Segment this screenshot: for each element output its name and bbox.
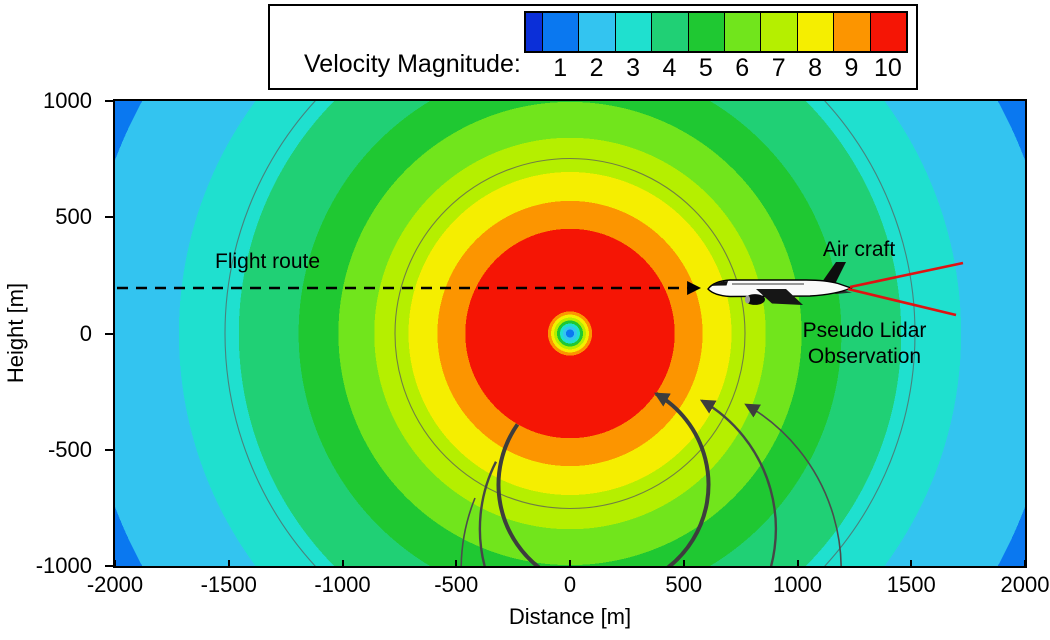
x-tick-label: -500 xyxy=(434,572,479,597)
colorbar-cell xyxy=(833,13,870,51)
colorbar-tick-label: 10 xyxy=(873,54,902,82)
colorbar-cell xyxy=(614,13,652,51)
colorbar-cell xyxy=(578,13,615,51)
circulation-arrow-arc xyxy=(478,399,778,566)
y-tick-label: 500 xyxy=(55,204,92,230)
x-tick-label: 1000 xyxy=(773,572,822,597)
y-tick-label: 1000 xyxy=(43,88,92,113)
colorbar-cell xyxy=(687,13,725,51)
colorbar-tick-label: 5 xyxy=(698,54,713,82)
circulation-arrow-arc xyxy=(496,391,711,566)
y-axis-tick-labels: 1000 500 0 -500 -1000 xyxy=(0,88,100,578)
colorbar-tick-label: 9 xyxy=(844,54,859,82)
x-tick-label: 1500 xyxy=(886,572,936,597)
plot-overlay xyxy=(117,101,964,566)
pseudo-lidar-label-line1: Pseudo Lidar xyxy=(802,319,927,342)
contour-circle xyxy=(394,157,746,510)
velocity-field xyxy=(115,101,1025,566)
x-tick-label: 500 xyxy=(665,572,703,597)
y-tick-label: -1000 xyxy=(35,553,92,578)
circulation-arrow-arc xyxy=(460,403,842,566)
lidar-beam xyxy=(847,287,957,317)
colorbar-cell xyxy=(869,13,907,51)
colorbar-tick-label: 7 xyxy=(771,54,786,82)
colorbar-tick-label: 6 xyxy=(735,54,750,82)
x-tick-label: -2000 xyxy=(86,572,144,597)
aircraft-tail-fin xyxy=(822,262,846,284)
colorbar-legend: Velocity Magnitude: 1 2 3 4 5 6 7 8 9 10 xyxy=(268,4,918,90)
colorbar-tick-label: 2 xyxy=(589,54,604,82)
lidar-beam xyxy=(849,261,964,289)
y-tick-label: -500 xyxy=(47,436,92,462)
x-axis-ticks xyxy=(114,560,1026,568)
x-tick-label: 0 xyxy=(563,572,577,597)
colorbar-cell xyxy=(651,13,688,51)
colorbar-cell xyxy=(526,13,542,51)
colorbar-tick-labels: 1 2 3 4 5 6 7 8 9 10 xyxy=(542,54,906,83)
x-tick-label: -1000 xyxy=(314,572,371,597)
flight-route-label: Flight route xyxy=(215,250,321,273)
colorbar-tick-label: 1 xyxy=(553,54,568,82)
pseudo-lidar-label: Pseudo Lidar Observation xyxy=(767,318,962,370)
colorbar-tick-label: 3 xyxy=(626,54,640,82)
pseudo-lidar-label-line2: Observation xyxy=(807,345,922,368)
aircraft-engine-intake xyxy=(744,295,751,304)
x-tick-label: 2000 xyxy=(1000,572,1050,597)
aircraft-cockpit xyxy=(711,281,728,286)
colorbar-tick-label: 8 xyxy=(808,54,822,82)
contour-circle xyxy=(224,101,916,566)
x-axis-tick-labels: -2000 -1500 -1000 -500 0 500 1000 1500 2… xyxy=(87,572,1050,598)
colorbar-cell xyxy=(542,13,579,51)
colorbar-label: Velocity Magnitude: xyxy=(304,50,521,78)
plot-area: Flight route Air craft Pseudo Lidar Obse… xyxy=(113,99,1027,568)
x-tick-label: -1500 xyxy=(200,572,257,597)
aircraft-wing xyxy=(756,289,803,305)
y-axis-ticks xyxy=(105,100,113,567)
aircraft-engine xyxy=(745,294,765,305)
colorbar-cell xyxy=(796,13,834,51)
aircraft-icon xyxy=(707,262,853,305)
x-axis-title: Distance [m] xyxy=(508,604,632,629)
colorbar xyxy=(524,11,908,53)
colorbar-cell xyxy=(760,13,797,51)
aircraft-label: Air craft xyxy=(822,238,896,261)
colorbar-tick-label: 4 xyxy=(662,54,677,82)
y-tick-label: 0 xyxy=(79,320,92,346)
colorbar-cell xyxy=(724,13,761,51)
